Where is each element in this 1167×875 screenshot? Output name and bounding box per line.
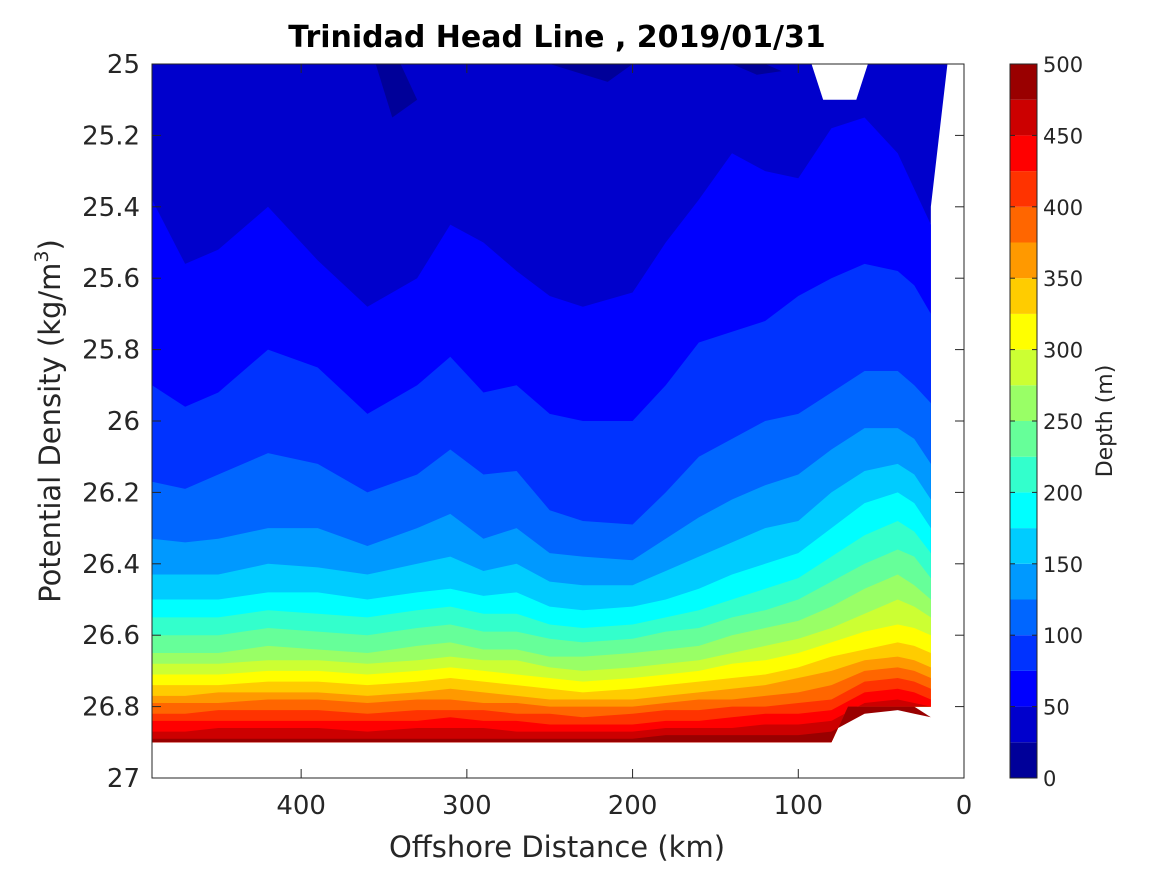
- colorbar-tick-label: 500: [1043, 53, 1083, 77]
- colorbar-ticks: 0 50 100 150 200 250 300 350 400 450 500: [1010, 53, 1083, 791]
- contour-patch-shallow-0: [375, 64, 418, 118]
- colorbar-tick-label: 350: [1043, 267, 1083, 291]
- colorbar-swatch-0: [1010, 742, 1037, 778]
- x-tick-label: 0: [956, 791, 973, 821]
- y-tick-label: 25.6: [82, 264, 140, 294]
- colorbar-swatch-425: [1010, 135, 1037, 172]
- y-tick-label: 26: [107, 407, 140, 437]
- contour-band-475-500: [152, 706, 931, 743]
- y-tick-label: 26.4: [82, 550, 140, 580]
- colorbar-swatch-475: [1010, 64, 1037, 100]
- y-tick-label: 26.8: [82, 693, 140, 723]
- colorbar-swatch-400: [1010, 171, 1037, 207]
- y-axis-ticks: 25 25.2 25.4 25.6 25.8 26 26.2 26.4 26.6 26.8 27: [82, 50, 964, 794]
- colorbar-tick-label: 300: [1043, 339, 1083, 363]
- colorbar-tick-label: 250: [1043, 410, 1083, 434]
- colorbar-swatch-125: [1010, 563, 1037, 600]
- colorbar-swatch-300: [1010, 313, 1037, 350]
- chart-title: Trinidad Head Line , 2019/01/31: [288, 20, 825, 55]
- colorbar-swatch-375: [1010, 206, 1037, 243]
- x-axis-label: Offshore Distance (km): [389, 830, 725, 864]
- contour-patch-shallow-1: [549, 64, 633, 82]
- y-tick-label: 25.8: [82, 336, 140, 366]
- x-tick-label: 400: [276, 791, 326, 821]
- colorbar-tick-label: 200: [1043, 481, 1083, 505]
- contour-plot-area: [152, 64, 948, 743]
- colorbar-swatch-450: [1010, 99, 1037, 136]
- y-tick-label: 26.2: [82, 478, 140, 508]
- colorbar-tick-label: 50: [1043, 696, 1070, 720]
- colorbar-tick-label: 400: [1043, 196, 1083, 220]
- contour-patch-shallow-2: [732, 64, 782, 75]
- colorbar-tick-label: 150: [1043, 553, 1083, 577]
- x-axis-ticks: 400 300 200 100 0: [276, 64, 972, 821]
- colorbar-swatch-75: [1010, 635, 1037, 671]
- y-axis-label: Potential Density (kg/m3): [31, 239, 67, 603]
- colorbar-swatch-175: [1010, 492, 1037, 529]
- colorbar-swatch-350: [1010, 242, 1037, 279]
- y-axis-label-main: Potential Density (kg/m: [33, 263, 67, 603]
- y-tick-label: 27: [107, 764, 140, 794]
- colorbar-swatch-200: [1010, 456, 1037, 493]
- colorbar-swatch-25: [1010, 706, 1037, 743]
- colorbar-tick-label: 0: [1043, 767, 1056, 791]
- colorbar-tick-label: 100: [1043, 624, 1083, 648]
- colorbar-swatch-275: [1010, 349, 1037, 386]
- no-data-gap: [811, 64, 868, 100]
- y-tick-label: 25: [107, 50, 140, 80]
- colorbar-swatch-325: [1010, 278, 1037, 314]
- contour-band-450-475: [152, 699, 931, 743]
- colorbar-swatch-225: [1010, 421, 1037, 457]
- colorbar-tick-label: 450: [1043, 124, 1083, 148]
- colorbar-swatch-100: [1010, 599, 1037, 636]
- y-tick-label: 25.4: [82, 193, 140, 223]
- colorbar: [1010, 64, 1037, 778]
- x-tick-label: 300: [442, 791, 492, 821]
- x-tick-label: 100: [773, 791, 823, 821]
- y-tick-label: 25.2: [82, 121, 140, 151]
- colorbar-swatch-150: [1010, 528, 1037, 564]
- colorbar-swatch-250: [1010, 385, 1037, 421]
- x-tick-label: 200: [608, 791, 658, 821]
- y-axis-label-close: ): [33, 239, 67, 250]
- colorbar-swatch-50: [1010, 670, 1037, 707]
- y-axis-label-sup: 3: [31, 250, 53, 262]
- colorbar-label: Depth (m): [1093, 365, 1118, 478]
- y-tick-label: 26.6: [82, 621, 140, 651]
